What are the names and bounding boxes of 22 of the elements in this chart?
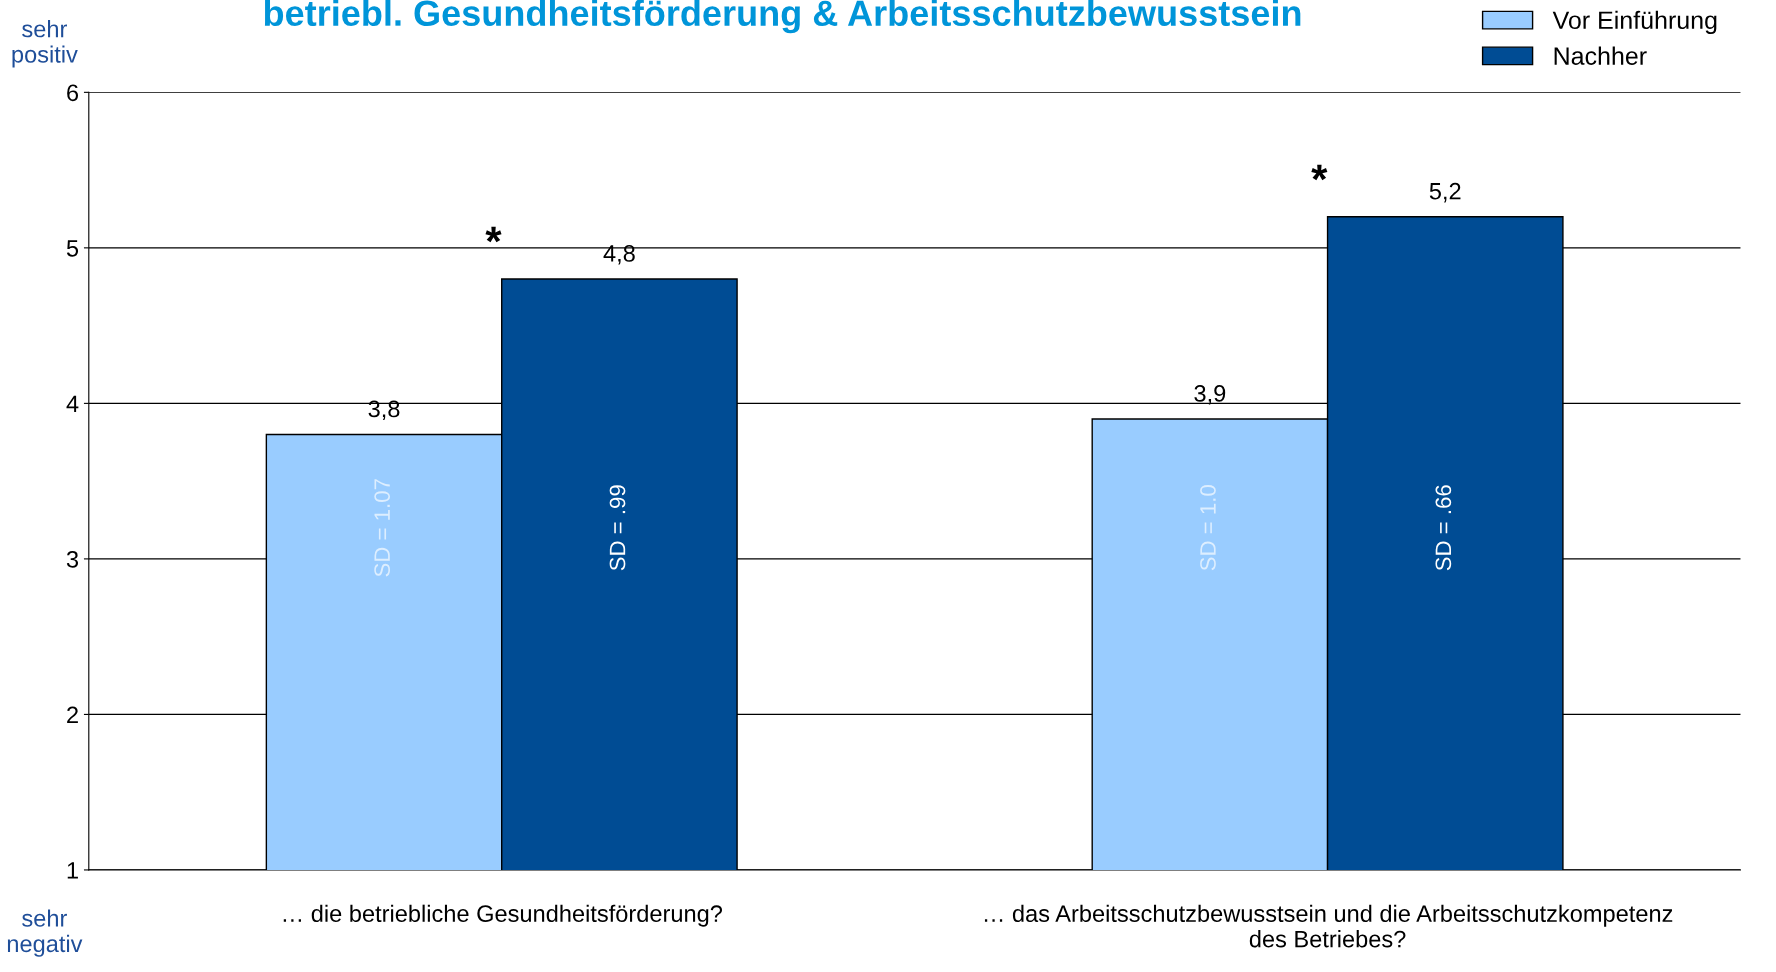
y-tick-label: 1	[67, 862, 78, 879]
y-tick-label: 2	[67, 706, 78, 723]
x-tick-label: … die betriebliche Gesundheitsförderung?	[283, 904, 723, 927]
annotation: *	[1311, 164, 1328, 181]
y-tick-label: 3	[66, 550, 79, 568]
annotation: SD = .66	[1435, 485, 1452, 571]
annotation: *	[485, 226, 502, 243]
y-tick-label: 5	[66, 240, 79, 257]
annotation: SD = 1.07	[374, 479, 390, 577]
annotation: SD = 1.0	[1200, 485, 1216, 571]
annotation: SD = .99	[609, 485, 626, 571]
legend-label: Vor Einführung	[1552, 10, 1717, 35]
legend-label: Nachher	[1554, 46, 1647, 65]
x-tick-label: … das Arbeitsschutzbewusstsein und die Arbeitsschutzkompetenz des Betriebes?	[984, 904, 1673, 948]
data-label: 3,9	[1194, 385, 1226, 405]
y-tick-label: 6	[67, 84, 79, 102]
y-tick-label: 4	[66, 395, 79, 412]
data-label: 4,8	[603, 245, 635, 265]
chart-title: betriebl. Gesundheitsförderung & Arbeitsschutzbewusstsein	[264, 0, 1301, 34]
text: sehr positiv	[12, 20, 78, 68]
data-label: 5,2	[1429, 182, 1461, 203]
text: sehr negativ	[7, 909, 83, 957]
